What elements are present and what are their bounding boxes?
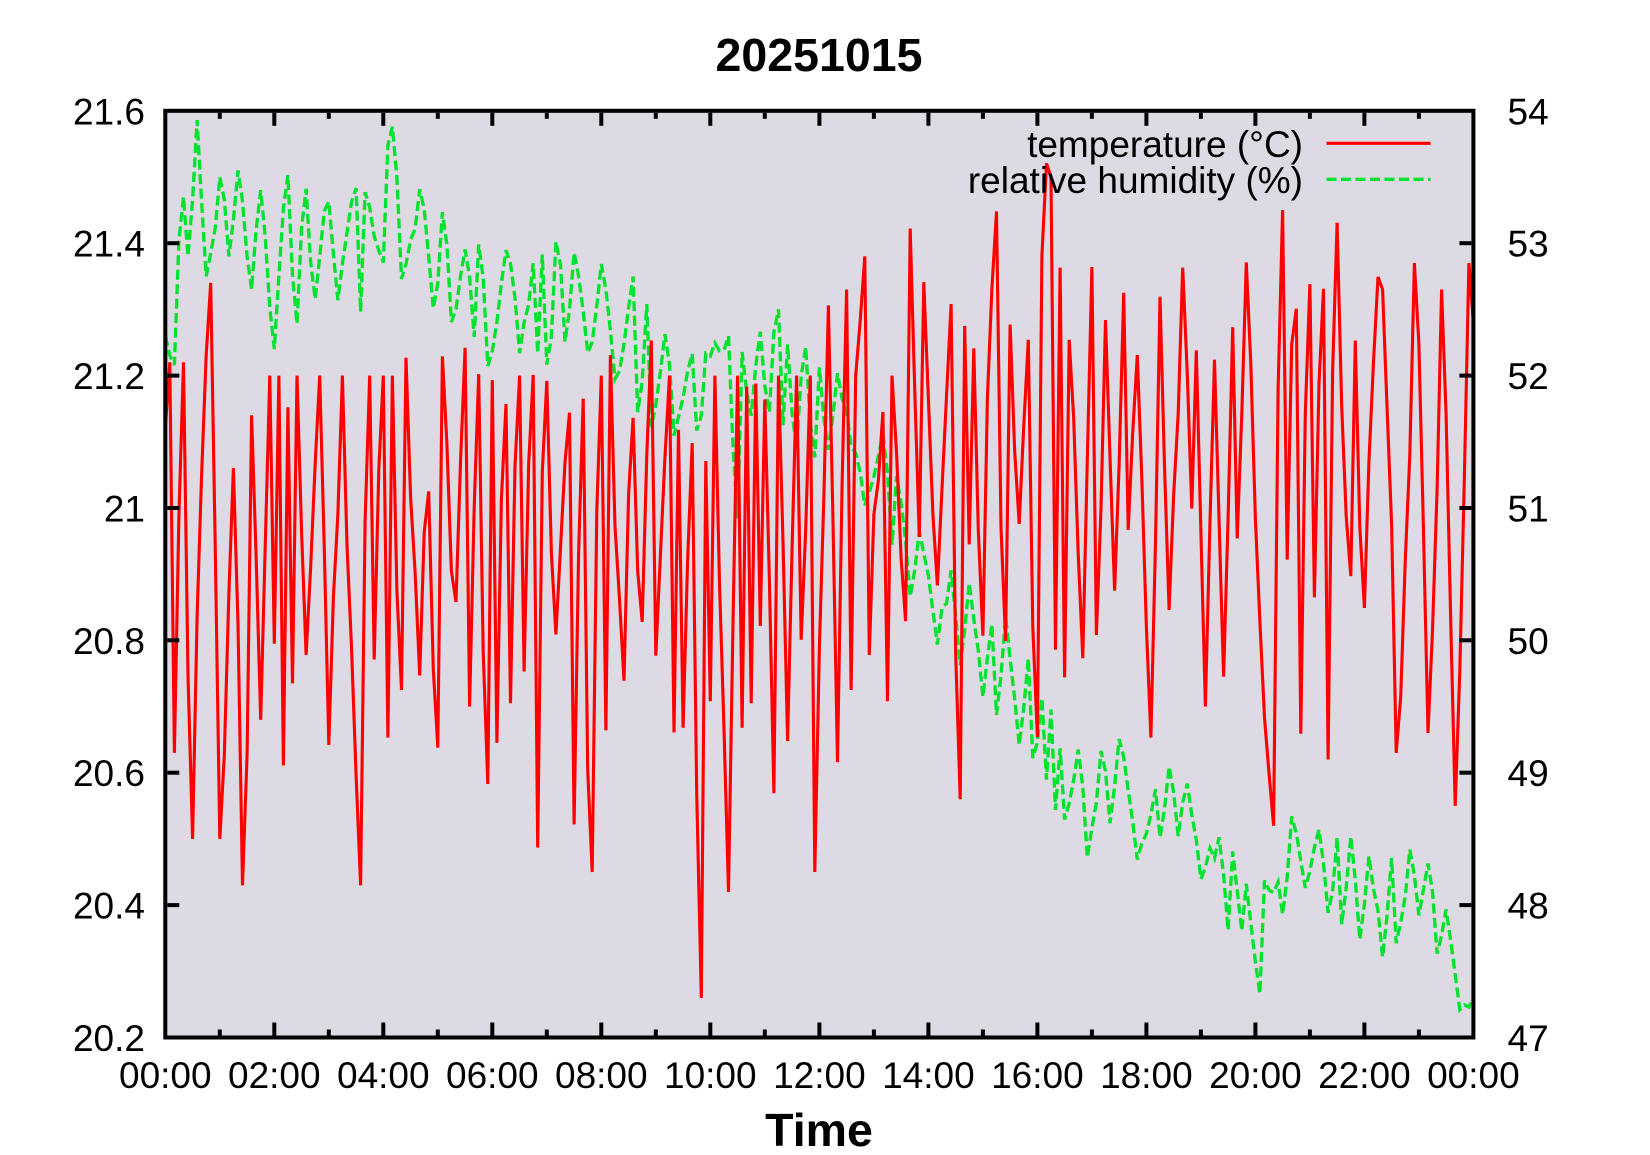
svg-text:12:00: 12:00 bbox=[773, 1055, 866, 1096]
svg-text:52: 52 bbox=[1508, 356, 1549, 397]
svg-text:20.2: 20.2 bbox=[73, 1018, 145, 1059]
svg-text:48: 48 bbox=[1508, 886, 1549, 927]
svg-text:47: 47 bbox=[1508, 1018, 1549, 1059]
svg-text:00:00: 00:00 bbox=[1427, 1055, 1520, 1096]
svg-text:21.6: 21.6 bbox=[73, 91, 145, 132]
svg-text:06:00: 06:00 bbox=[446, 1055, 539, 1096]
svg-text:54: 54 bbox=[1508, 91, 1549, 132]
svg-text:20251015: 20251015 bbox=[716, 29, 923, 81]
svg-text:21: 21 bbox=[104, 489, 145, 530]
svg-text:14:00: 14:00 bbox=[882, 1055, 975, 1096]
svg-text:temperature (°C): temperature (°C) bbox=[1027, 124, 1303, 165]
svg-text:Time: Time bbox=[765, 1104, 873, 1155]
svg-text:21.2: 21.2 bbox=[73, 356, 145, 397]
svg-text:22:00: 22:00 bbox=[1318, 1055, 1411, 1096]
svg-text:04:00: 04:00 bbox=[337, 1055, 430, 1096]
svg-text:20.8: 20.8 bbox=[73, 621, 145, 662]
svg-text:00:00: 00:00 bbox=[119, 1055, 212, 1096]
svg-text:53: 53 bbox=[1508, 224, 1549, 265]
svg-text:relative humidity (%): relative humidity (%) bbox=[968, 160, 1303, 201]
svg-text:50: 50 bbox=[1508, 621, 1549, 662]
svg-text:51: 51 bbox=[1508, 489, 1549, 530]
svg-text:02:00: 02:00 bbox=[228, 1055, 321, 1096]
svg-text:21.4: 21.4 bbox=[73, 224, 145, 265]
svg-text:20:00: 20:00 bbox=[1209, 1055, 1302, 1096]
svg-text:49: 49 bbox=[1508, 753, 1549, 794]
svg-text:10:00: 10:00 bbox=[664, 1055, 757, 1096]
svg-text:18:00: 18:00 bbox=[1100, 1055, 1193, 1096]
svg-text:20.4: 20.4 bbox=[73, 886, 145, 927]
svg-text:20.6: 20.6 bbox=[73, 753, 145, 794]
svg-text:16:00: 16:00 bbox=[991, 1055, 1084, 1096]
svg-text:08:00: 08:00 bbox=[555, 1055, 648, 1096]
